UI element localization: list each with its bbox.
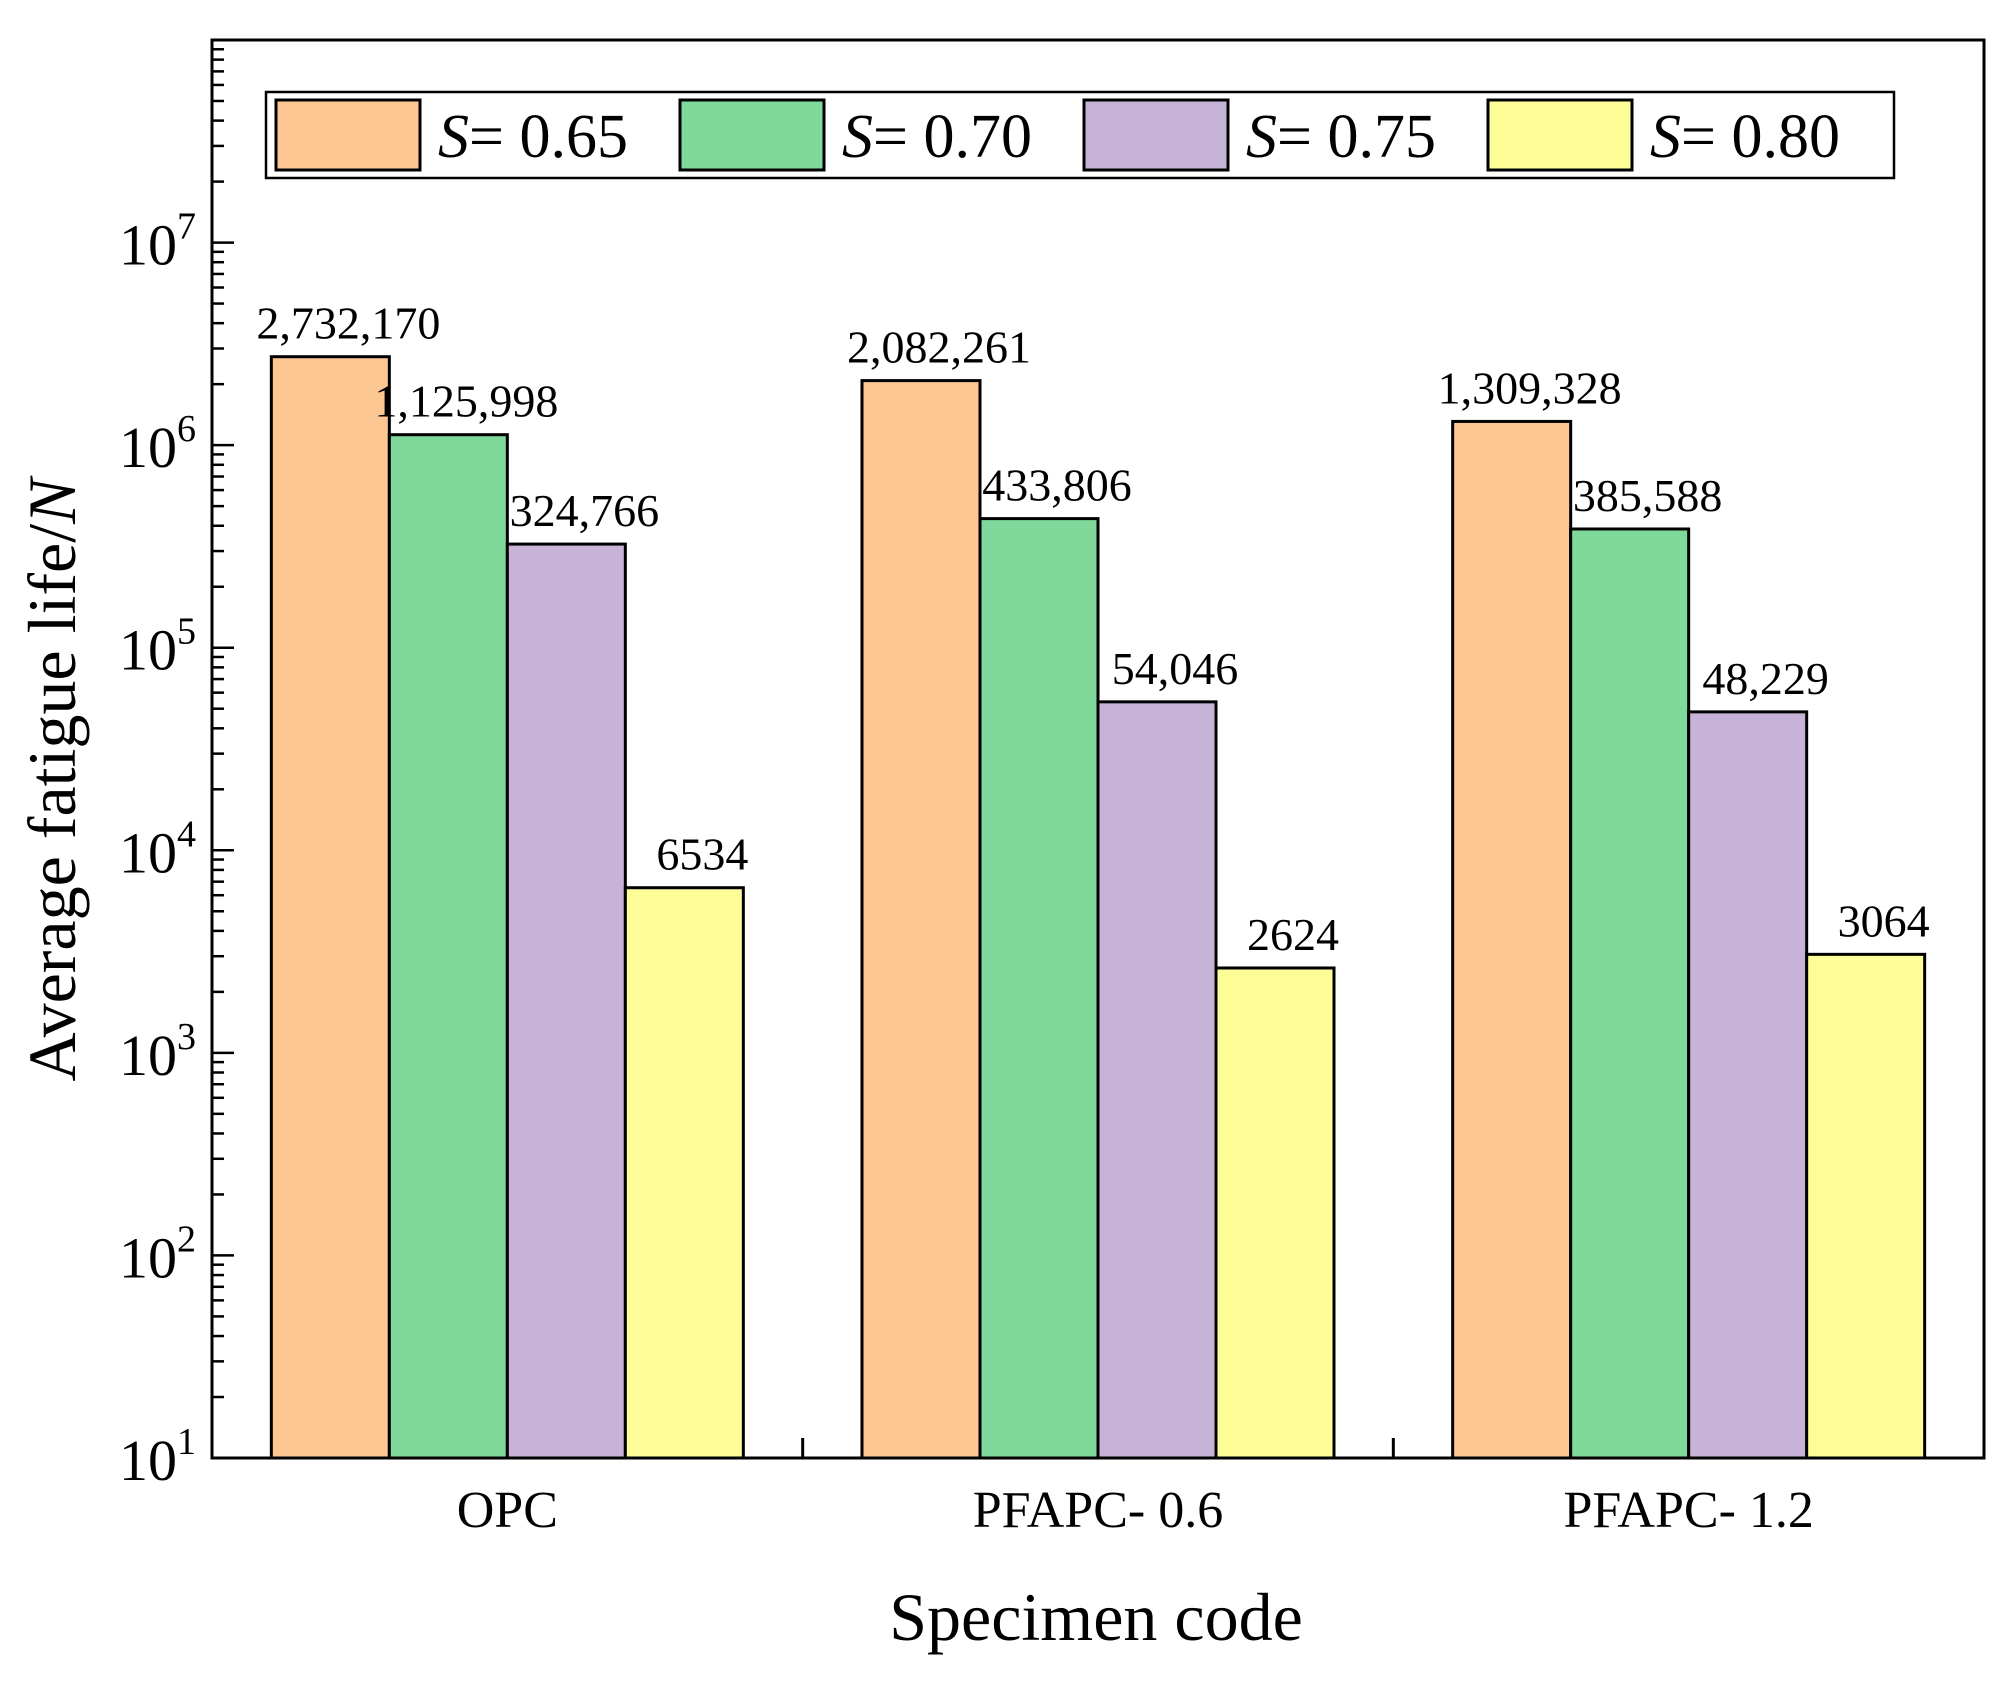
y-tick-label-base: 10 bbox=[119, 1023, 177, 1088]
bar-value-label: 385,588 bbox=[1573, 470, 1723, 521]
legend-swatch bbox=[274, 98, 422, 172]
bar bbox=[1451, 419, 1573, 1460]
bar bbox=[978, 517, 1100, 1460]
y-axis-title-var: N bbox=[14, 475, 90, 525]
x-tick-label: PFAPC- 1.2 bbox=[1563, 1482, 1813, 1539]
bar-value-label: 54,046 bbox=[1112, 643, 1239, 694]
bar-value-label: 2624 bbox=[1247, 909, 1339, 960]
legend-label-var: S bbox=[1650, 103, 1681, 171]
bar-value-label: 2,082,261 bbox=[847, 322, 1031, 373]
y-tick-label-base: 10 bbox=[119, 618, 177, 683]
legend-label-value: = 0.75 bbox=[1277, 103, 1436, 171]
legend-label-var: S bbox=[438, 103, 469, 171]
bar bbox=[623, 886, 745, 1460]
y-axis-title: Average fatigue life/N bbox=[14, 475, 90, 1082]
y-tick-label: 102 bbox=[119, 1218, 196, 1290]
y-tick-label: 101 bbox=[119, 1421, 196, 1493]
bar bbox=[1569, 527, 1691, 1460]
bar bbox=[1214, 966, 1336, 1460]
y-tick-label-exponent: 2 bbox=[177, 1218, 196, 1260]
x-tick-label: OPC bbox=[457, 1482, 558, 1539]
bar bbox=[1687, 710, 1809, 1460]
bar-value-label: 1,309,328 bbox=[1438, 362, 1622, 413]
bar-value-label: 3064 bbox=[1838, 895, 1930, 946]
bar-value-label: 433,806 bbox=[982, 460, 1132, 511]
legend-label-var: S bbox=[842, 103, 873, 171]
y-tick-label-exponent: 1 bbox=[177, 1421, 196, 1463]
bar-value-label: 48,229 bbox=[1702, 653, 1829, 704]
bar-value-label: 324,766 bbox=[510, 485, 660, 536]
bar bbox=[505, 542, 627, 1460]
legend-label-value: = 0.70 bbox=[873, 103, 1032, 171]
x-tick-label: PFAPC- 0.6 bbox=[973, 1482, 1223, 1539]
y-tick-label-exponent: 7 bbox=[177, 206, 196, 248]
bar bbox=[1096, 700, 1218, 1460]
y-tick-label-exponent: 3 bbox=[177, 1016, 196, 1058]
y-tick-label-base: 10 bbox=[119, 820, 177, 885]
y-tick-label: 106 bbox=[119, 408, 196, 480]
plot-frame bbox=[210, 38, 1986, 1460]
bar-value-label: 2,732,170 bbox=[256, 298, 440, 349]
legend-label: S= 0.80 bbox=[1650, 103, 1840, 171]
y-axis-title-text: Average fatigue life/ bbox=[14, 524, 90, 1082]
y-tick-label-base: 10 bbox=[119, 1428, 177, 1493]
bar bbox=[387, 433, 509, 1460]
legend-label-value: = 0.65 bbox=[469, 103, 628, 171]
x-axis-title: Specimen code bbox=[889, 1579, 1303, 1655]
bar-value-label: 1,125,998 bbox=[374, 376, 558, 427]
legend-swatch bbox=[1082, 98, 1230, 172]
y-tick-label-base: 10 bbox=[119, 1225, 177, 1290]
y-tick-label: 103 bbox=[119, 1016, 196, 1088]
y-tick-label-exponent: 5 bbox=[177, 611, 196, 653]
bar-value-label: 6534 bbox=[656, 829, 748, 880]
legend-swatch bbox=[678, 98, 826, 172]
y-tick-label-exponent: 4 bbox=[177, 813, 196, 855]
y-tick-label: 107 bbox=[119, 206, 196, 278]
legend-swatch bbox=[1486, 98, 1634, 172]
y-tick-label-base: 10 bbox=[119, 213, 177, 278]
y-tick-label-exponent: 6 bbox=[177, 408, 196, 450]
legend-label: S= 0.65 bbox=[438, 103, 628, 171]
x-axis: OPC PFAPC- 0.6 PFAPC- 1.2 bbox=[457, 1438, 1814, 1539]
bar-data-labels: 2,732,170 1,125,998 324,766 6534 2,082,261 43… bbox=[256, 298, 1929, 960]
legend: S= 0.65 S= 0.70 S= 0.75 S= 0.80 bbox=[264, 90, 1896, 180]
legend-label: S= 0.70 bbox=[842, 103, 1032, 171]
bar bbox=[860, 379, 982, 1460]
y-tick-label-base: 10 bbox=[119, 415, 177, 480]
y-tick-label: 105 bbox=[119, 611, 196, 683]
legend-label: S= 0.75 bbox=[1246, 103, 1436, 171]
legend-label-var: S bbox=[1246, 103, 1277, 171]
bar bbox=[269, 355, 391, 1460]
legend-label-value: = 0.80 bbox=[1681, 103, 1840, 171]
y-tick-label: 104 bbox=[119, 813, 196, 885]
y-minor-ticks bbox=[212, 48, 234, 1460]
bar bbox=[1805, 952, 1927, 1460]
